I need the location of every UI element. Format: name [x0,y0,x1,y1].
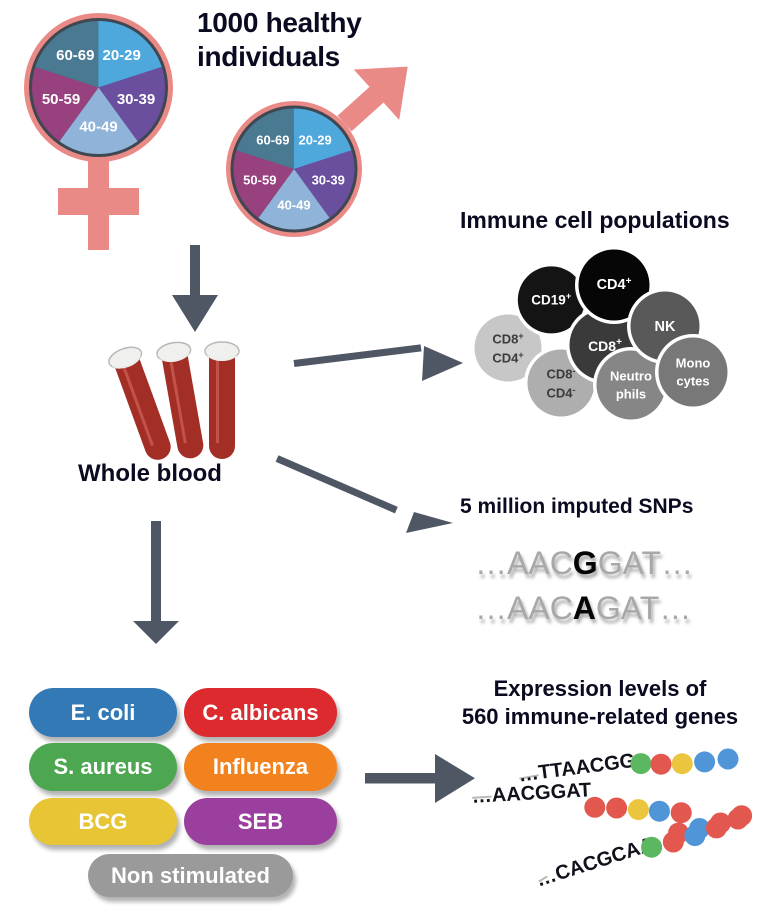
svg-text:…CACGCAA: …CACGCAA [534,833,657,891]
svg-text:…AACGGAT: …AACGGAT [471,779,592,808]
